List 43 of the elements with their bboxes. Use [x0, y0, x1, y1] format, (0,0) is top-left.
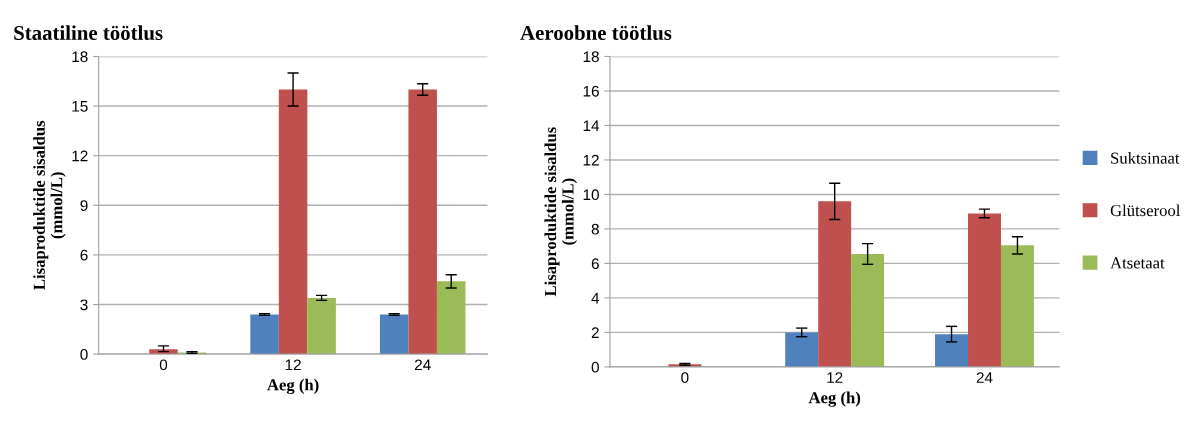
x-tick-label: 0 — [159, 359, 168, 371]
y-tick-label: 9 — [80, 200, 88, 211]
y-tick-label: 6 — [80, 249, 88, 261]
x-tick-label: 12 — [285, 359, 301, 371]
legend-label: Suktsinaat — [1111, 152, 1180, 164]
y-tick-label: 15 — [72, 101, 88, 112]
bar — [379, 314, 409, 355]
y-tick-label: 8 — [591, 223, 599, 235]
y-axis-title: Lisaproduktide sisaldus (mmol/L) — [33, 120, 66, 290]
y-tick-label: 10 — [583, 189, 599, 201]
legend-label: Atsetaat — [1110, 257, 1165, 269]
y-tick-label: 14 — [583, 120, 600, 131]
y-tick-label: 0 — [80, 348, 88, 360]
y-tick-label: 16 — [583, 85, 599, 97]
bar — [436, 281, 466, 355]
x-tick-label: 24 — [976, 372, 993, 383]
y-tick-label: 2 — [591, 327, 599, 338]
y-tick-label: 18 — [583, 51, 599, 63]
x-tick-label: 0 — [681, 372, 689, 383]
chart-title: Staatiline töötlus — [14, 25, 163, 41]
bar — [250, 314, 279, 355]
bar — [1000, 245, 1034, 367]
x-axis-title: Aeg (h) — [808, 391, 861, 407]
y-tick-label: 12 — [72, 150, 88, 162]
y-tick-label: 3 — [80, 299, 88, 311]
x-tick-label: 12 — [827, 372, 843, 383]
y-tick-label: 12 — [583, 154, 599, 166]
y-tick-label: 6 — [591, 258, 599, 270]
y-tick-label: 4 — [591, 292, 600, 304]
x-tick-label: 24 — [414, 359, 431, 371]
legend-label: Glütserool — [1110, 204, 1181, 217]
x-axis-title: Aeg (h) — [267, 378, 319, 395]
y-tick-label: 18 — [72, 51, 88, 63]
bar — [851, 253, 885, 367]
bar — [935, 334, 969, 367]
bar — [408, 89, 437, 355]
bar — [968, 213, 1001, 367]
bar — [278, 89, 308, 355]
bar — [307, 297, 336, 355]
y-axis-title: Lisaproduktide sisaldus (mmol/L) — [544, 127, 577, 297]
bar — [785, 332, 819, 367]
bar — [818, 201, 852, 367]
chart-title: Aeroobne töötlus — [520, 25, 672, 41]
